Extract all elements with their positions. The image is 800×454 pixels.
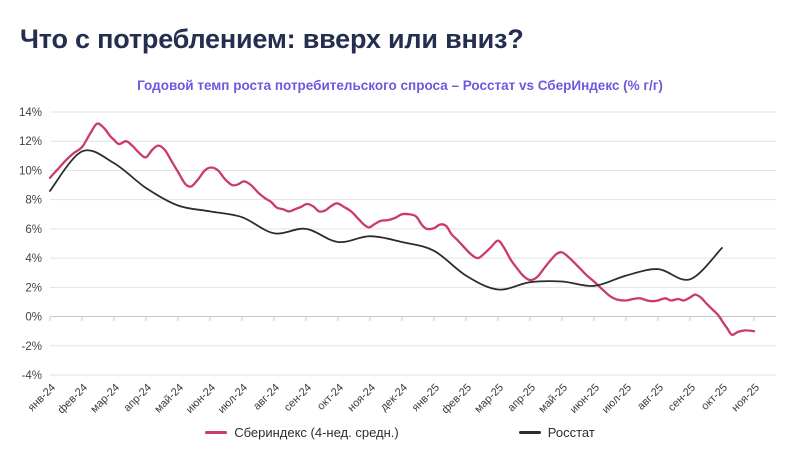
- x-tick-label: фев-25: [440, 382, 475, 417]
- x-tick-label: дек-24: [378, 382, 410, 414]
- x-tick-label: июл-24: [216, 382, 250, 416]
- x-tick-label: сен-24: [282, 382, 314, 414]
- x-tick-label: июл-25: [600, 382, 634, 416]
- consumption-growth-line-chart: 14%12%10%8%6%4%2%0%-2%-4%янв-24фев-24мар…: [19, 107, 776, 417]
- x-tick-label: авг-24: [251, 382, 282, 413]
- x-tick-label: мар-25: [472, 382, 506, 416]
- y-tick-label: 2%: [25, 283, 42, 295]
- x-tick-label: июн-24: [184, 382, 218, 416]
- x-tick-label: мар-24: [88, 382, 122, 416]
- rosstat-legend-label: Росстат: [547, 425, 595, 441]
- rosstat-series-line: [49, 149, 723, 291]
- x-tick-label: май-25: [536, 382, 570, 416]
- page-title: Что с потреблением: вверх или вниз?: [20, 24, 524, 54]
- chart-legend: Сбериндекс (4-нед. средн.) Росстат: [0, 425, 800, 440]
- y-tick-label: 10%: [19, 166, 42, 178]
- x-tick-label: апр-24: [122, 382, 155, 415]
- x-tick-label: май-24: [152, 382, 186, 416]
- sberindex-line-swatch: [205, 431, 228, 434]
- x-tick-label: сен-25: [666, 382, 698, 414]
- x-tick-label: окт-25: [699, 382, 730, 413]
- x-tick-label: фев-24: [56, 382, 91, 417]
- y-tick-label: 12%: [19, 136, 42, 148]
- y-tick-label: 6%: [25, 224, 42, 236]
- rosstat-line-swatch: [518, 431, 541, 434]
- x-tick-label: апр-25: [506, 382, 539, 415]
- y-tick-label: -2%: [22, 341, 42, 353]
- x-tick-label: окт-24: [315, 382, 346, 413]
- y-tick-label: 0%: [25, 312, 42, 324]
- legend-item-rosstat: Росстат: [518, 425, 595, 441]
- y-tick-label: 14%: [19, 107, 42, 119]
- x-tick-label: июн-25: [568, 382, 602, 416]
- sberindex-series-line: [48, 122, 756, 337]
- x-tick-label: янв-24: [26, 382, 58, 414]
- x-tick-label: ноя-25: [730, 382, 763, 415]
- x-tick-label: авг-25: [635, 382, 666, 413]
- y-tick-label: -4%: [22, 370, 42, 382]
- chart-title: Годовой темп роста потребительского спро…: [137, 78, 663, 94]
- y-tick-label: 4%: [25, 253, 42, 265]
- x-tick-label: ноя-24: [346, 382, 379, 415]
- x-tick-label: янв-25: [410, 382, 442, 414]
- y-tick-label: 8%: [25, 195, 42, 207]
- legend-item-sberindex: Сбериндекс (4-нед. средн.): [205, 425, 399, 440]
- sberindex-legend-label: Сбериндекс (4-нед. средн.): [234, 425, 399, 441]
